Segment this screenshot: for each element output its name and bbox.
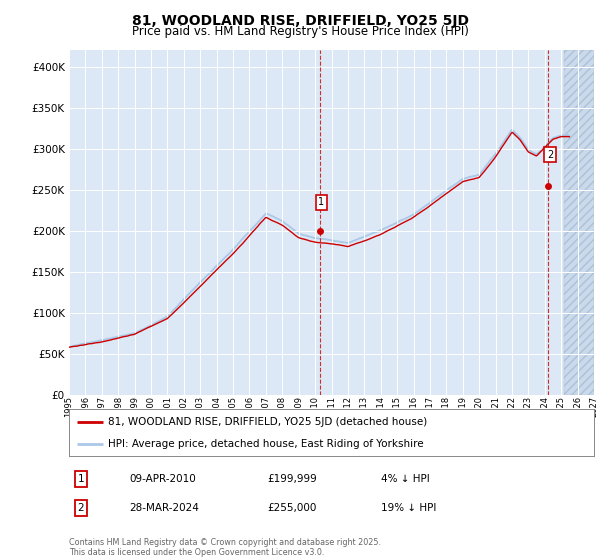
Text: £199,999: £199,999 xyxy=(267,474,317,484)
Text: 2: 2 xyxy=(547,150,553,160)
Text: Price paid vs. HM Land Registry's House Price Index (HPI): Price paid vs. HM Land Registry's House … xyxy=(131,25,469,38)
Text: 1: 1 xyxy=(318,197,324,207)
Bar xyxy=(565,50,594,395)
Text: 4% ↓ HPI: 4% ↓ HPI xyxy=(381,474,430,484)
Text: HPI: Average price, detached house, East Riding of Yorkshire: HPI: Average price, detached house, East… xyxy=(109,438,424,449)
Text: 28-MAR-2024: 28-MAR-2024 xyxy=(129,503,199,513)
Text: 09-APR-2010: 09-APR-2010 xyxy=(129,474,196,484)
Text: 81, WOODLAND RISE, DRIFFIELD, YO25 5JD: 81, WOODLAND RISE, DRIFFIELD, YO25 5JD xyxy=(131,14,469,28)
Text: 81, WOODLAND RISE, DRIFFIELD, YO25 5JD (detached house): 81, WOODLAND RISE, DRIFFIELD, YO25 5JD (… xyxy=(109,417,428,427)
Text: 19% ↓ HPI: 19% ↓ HPI xyxy=(381,503,436,513)
Bar xyxy=(565,50,594,395)
Text: Contains HM Land Registry data © Crown copyright and database right 2025.
This d: Contains HM Land Registry data © Crown c… xyxy=(69,538,381,557)
Text: 1: 1 xyxy=(77,474,85,484)
Text: 2: 2 xyxy=(77,503,85,513)
Text: £255,000: £255,000 xyxy=(267,503,316,513)
